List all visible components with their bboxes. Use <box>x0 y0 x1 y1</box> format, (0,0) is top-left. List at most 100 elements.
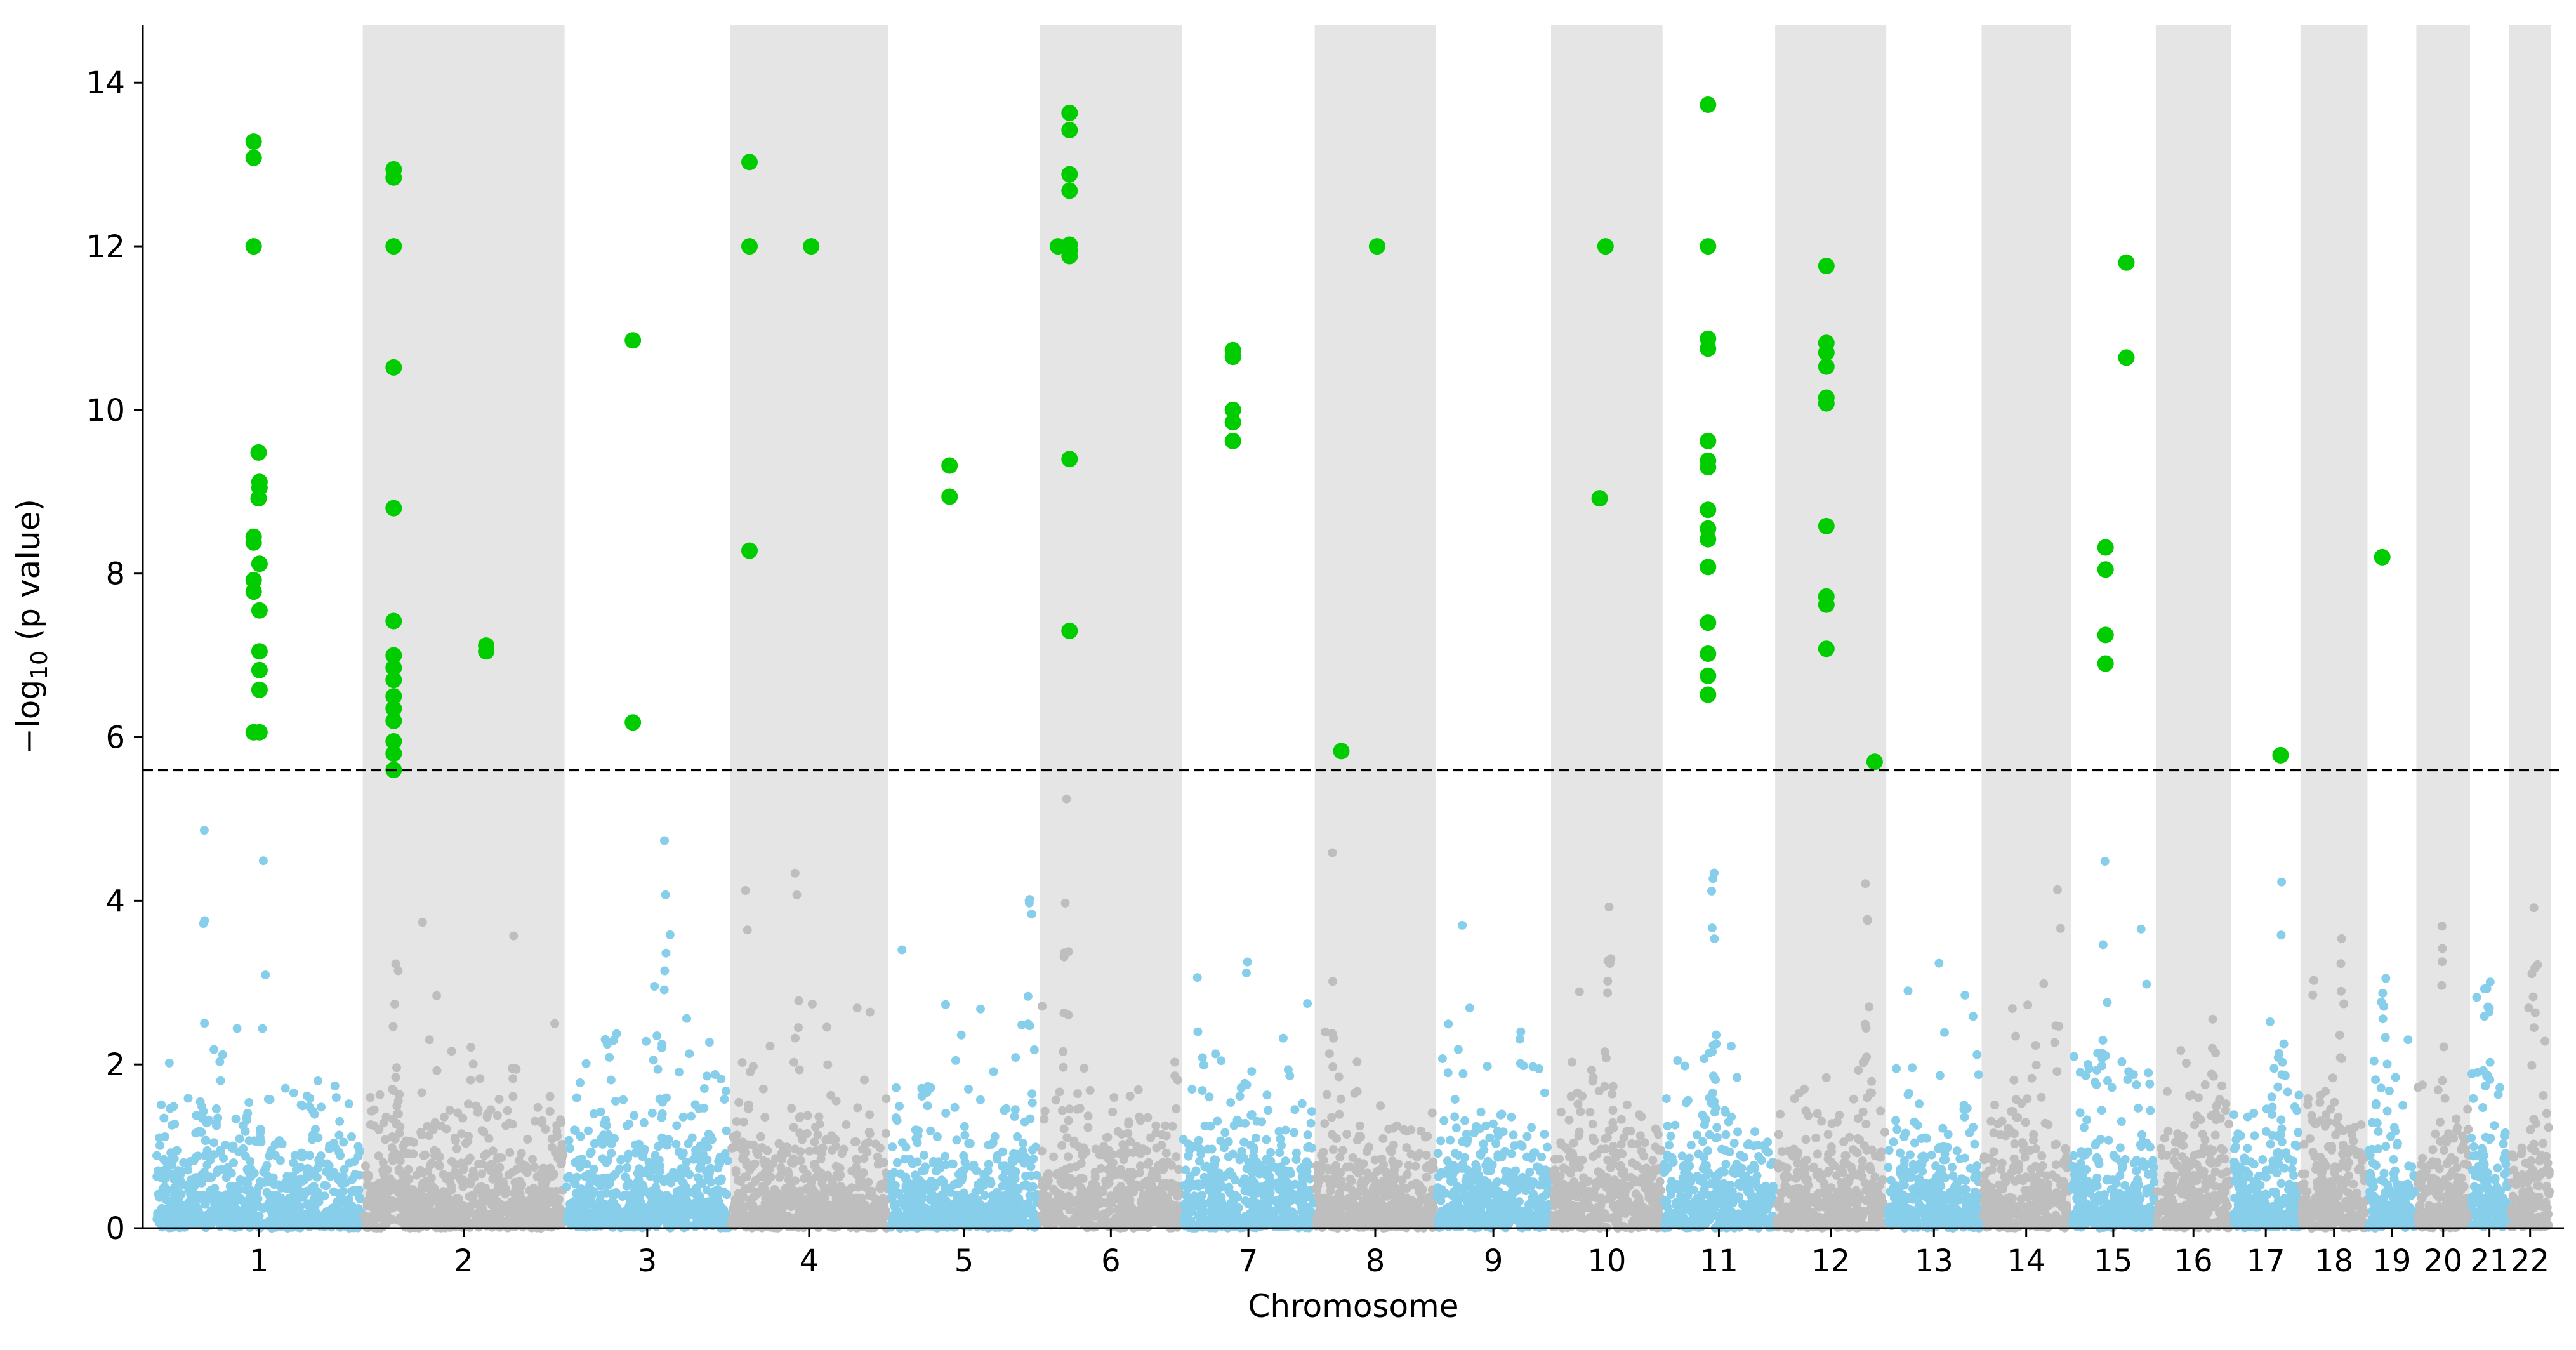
snp-point <box>190 1190 199 1200</box>
snp-point <box>322 1159 332 1168</box>
snp-point <box>1335 1168 1345 1177</box>
snp-point <box>219 1153 228 1163</box>
snp-point <box>1235 1118 1245 1128</box>
snp-point <box>865 1129 875 1139</box>
snp-point <box>1056 1190 1066 1200</box>
snp-point <box>873 1205 883 1214</box>
snp-point <box>760 1160 770 1169</box>
snp-point <box>1259 1189 1269 1199</box>
snp-point <box>998 1191 1008 1201</box>
snp-point <box>850 1137 859 1147</box>
snp-point <box>213 1205 223 1214</box>
snp-point <box>816 1155 826 1163</box>
snp-point <box>209 1150 218 1160</box>
snp-point <box>355 1194 365 1203</box>
snp-point <box>492 1207 502 1217</box>
snp-point <box>897 1138 907 1148</box>
snp-point <box>631 1140 640 1149</box>
snp-point <box>1417 1188 1427 1197</box>
snp-point <box>576 1078 585 1087</box>
snp-point <box>1123 1174 1132 1183</box>
snp-point <box>501 1189 510 1199</box>
snp-point <box>1015 1219 1025 1229</box>
snp-point <box>303 1164 312 1173</box>
chromosome-bands <box>362 25 2552 1228</box>
snp-point <box>1192 973 1202 983</box>
snp-point <box>562 1182 571 1192</box>
snp-point <box>274 1137 283 1147</box>
snp-point <box>261 970 270 980</box>
snp-point <box>1080 1064 1089 1073</box>
snp-point <box>802 1129 812 1138</box>
snp-point <box>640 1168 649 1177</box>
snp-point <box>550 1207 560 1217</box>
snp-point <box>1183 1184 1192 1193</box>
snp-point <box>1224 1152 1233 1161</box>
snp-point <box>418 918 427 927</box>
snp-point <box>823 1186 833 1195</box>
snp-point <box>1348 1153 1357 1162</box>
snp-point <box>687 1133 697 1142</box>
snp-point <box>697 1179 707 1188</box>
snp-point <box>702 1071 711 1081</box>
snp-point <box>199 1213 208 1222</box>
snp-point <box>238 1121 248 1130</box>
snp-point <box>1160 1193 1170 1203</box>
snp-point <box>1139 1200 1148 1210</box>
snp-point <box>477 1169 487 1179</box>
snp-point <box>1013 1132 1022 1141</box>
snp-point <box>766 1172 776 1182</box>
snp-point <box>703 1142 713 1152</box>
snp-point <box>1335 1109 1344 1119</box>
snp-point <box>860 1075 869 1085</box>
snp-point <box>1226 1098 1236 1108</box>
snp-point <box>1144 1191 1153 1200</box>
snp-point <box>831 1096 841 1106</box>
snp-point <box>651 1151 660 1160</box>
snp-point <box>1422 1172 1431 1182</box>
snp-point <box>386 1203 396 1213</box>
snp-point <box>631 1179 640 1189</box>
snp-point <box>1043 1217 1052 1227</box>
snp-point <box>903 1194 913 1204</box>
snp-point <box>984 1160 993 1169</box>
snp-point <box>1206 1122 1215 1131</box>
snp-point <box>734 1097 744 1107</box>
snp-point <box>347 1186 356 1196</box>
snp-point <box>672 1121 682 1130</box>
snp-point <box>960 1122 969 1131</box>
snp-point <box>1334 1178 1344 1188</box>
snp-point <box>473 1108 482 1117</box>
snp-point <box>531 1190 541 1199</box>
snp-point <box>1040 1106 1050 1116</box>
snp-point <box>1060 948 1069 958</box>
snp-point <box>375 1090 385 1099</box>
chromosome-band-4 <box>730 25 888 1228</box>
snp-point <box>458 1113 468 1123</box>
snp-point <box>1326 1215 1335 1225</box>
snp-point <box>1359 1159 1368 1168</box>
snp-point <box>775 1172 784 1182</box>
snp-point <box>1320 1119 1330 1128</box>
snp-point <box>584 1126 593 1135</box>
snp-point <box>204 1173 213 1182</box>
snp-point <box>1196 1149 1206 1159</box>
snp-point <box>434 1160 444 1169</box>
snp-point <box>1406 1125 1416 1135</box>
snp-point <box>1194 1135 1203 1145</box>
snp-point <box>531 1116 539 1126</box>
snp-point <box>164 1058 174 1068</box>
snp-point <box>875 1183 885 1193</box>
snp-point <box>216 1222 225 1231</box>
snp-point <box>267 1146 276 1155</box>
snp-point <box>1024 1182 1034 1191</box>
snp-point <box>1235 1092 1245 1101</box>
snp-point <box>1390 1197 1399 1207</box>
snp-point <box>576 1191 586 1200</box>
snp-point <box>201 1136 210 1145</box>
snp-point <box>810 1210 820 1220</box>
snp-point <box>344 1099 353 1109</box>
snp-point <box>1130 1214 1139 1223</box>
snp-point <box>367 1106 376 1116</box>
snp-point <box>232 1024 242 1033</box>
